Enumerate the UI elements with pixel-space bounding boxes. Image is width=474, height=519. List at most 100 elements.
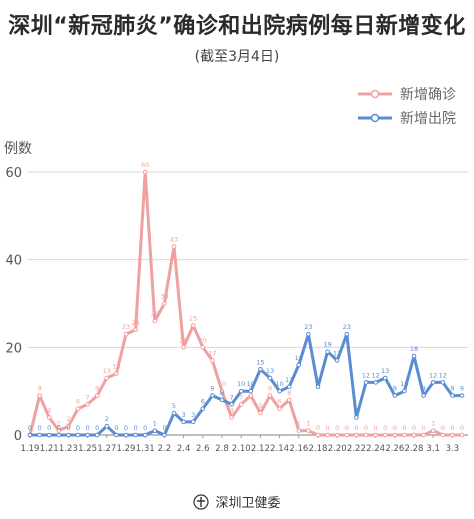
data-label-discharged: 0 <box>66 424 70 432</box>
data-label-confirmed: 9 <box>38 385 42 393</box>
data-point-confirmed <box>162 301 167 306</box>
x-tick-label: 3.3 <box>446 444 460 454</box>
data-label-confirmed: 0 <box>335 424 339 432</box>
data-label-confirmed: 5 <box>258 402 262 410</box>
data-label-confirmed: 0 <box>402 424 406 432</box>
y-tick-label: 40 <box>5 254 22 269</box>
data-point-confirmed <box>46 415 52 420</box>
x-tick-label: 2.2 <box>158 444 172 454</box>
data-point-confirmed <box>142 169 148 175</box>
data-label-discharged: 0 <box>134 424 138 432</box>
data-point-discharged <box>190 419 196 425</box>
data-label-discharged: 12 <box>362 371 370 379</box>
data-point-confirmed <box>229 415 234 420</box>
data-label-discharged: 3 <box>191 411 195 419</box>
x-tick-label: 2.4 <box>177 444 191 454</box>
data-point-discharged <box>344 331 350 337</box>
x-tick-label: 2.26 <box>385 444 404 454</box>
data-label-discharged: 0 <box>86 424 90 432</box>
data-label-confirmed: 1 <box>57 420 61 428</box>
data-point-discharged <box>459 393 465 398</box>
data-label-discharged: 13 <box>266 367 274 375</box>
x-tick-label: 1.27 <box>97 444 116 454</box>
data-point-confirmed <box>344 432 350 438</box>
data-point-discharged <box>162 432 167 438</box>
data-point-discharged <box>267 375 273 381</box>
data-label-confirmed: 9 <box>268 385 272 393</box>
data-label-confirmed: 25 <box>189 314 197 322</box>
data-point-discharged <box>171 410 177 416</box>
data-label-discharged: 19 <box>323 341 331 349</box>
data-label-confirmed: 0 <box>412 424 416 432</box>
data-label-discharged: 0 <box>28 424 32 432</box>
data-point-discharged <box>325 349 330 355</box>
data-label-discharged: 12 <box>429 371 437 379</box>
data-label-discharged: 16 <box>295 354 303 362</box>
x-tick-label: 2.8 <box>215 444 229 454</box>
data-point-discharged <box>363 380 369 385</box>
data-point-discharged <box>200 406 206 412</box>
data-label-confirmed: 7 <box>239 393 243 401</box>
data-label-discharged: 13 <box>381 367 389 375</box>
data-label-confirmed: 0 <box>28 424 32 432</box>
data-point-discharged <box>296 362 302 368</box>
data-point-discharged <box>334 358 340 363</box>
data-label-confirmed: 23 <box>122 323 130 331</box>
chart-title: 深圳“新冠肺炎”确诊和出院病例每日新增变化 <box>8 14 466 39</box>
x-tick-label: 1.21 <box>40 444 59 454</box>
data-label-confirmed: 13 <box>103 367 111 375</box>
data-label-discharged: 0 <box>162 424 166 432</box>
data-label-discharged: 8 <box>220 389 224 397</box>
data-label-discharged: 10 <box>275 380 283 388</box>
data-label-confirmed: 20 <box>199 336 207 344</box>
data-label-confirmed: 17 <box>208 349 216 357</box>
data-point-confirmed <box>440 432 446 438</box>
data-label-confirmed: 24 <box>131 319 139 327</box>
data-label-confirmed: 20 <box>179 336 187 344</box>
data-point-confirmed <box>85 402 90 407</box>
data-point-confirmed <box>171 244 177 249</box>
legend-label-discharged: 新增出院 <box>400 111 456 127</box>
data-label-discharged: 5 <box>172 402 176 410</box>
data-label-discharged: 11 <box>285 376 293 384</box>
data-point-confirmed <box>267 393 273 398</box>
legend-item-discharged: 新增出院 <box>358 106 456 130</box>
y-axis-label: 例数 <box>4 141 32 157</box>
data-label-confirmed: 0 <box>460 424 464 432</box>
data-point-confirmed <box>421 432 426 438</box>
legend-item-confirmed: 新增确诊 <box>358 82 456 106</box>
data-point-confirmed <box>37 393 42 398</box>
data-point-confirmed <box>104 375 110 381</box>
x-tick-label: 1.29 <box>117 444 136 454</box>
data-label-confirmed: 0 <box>450 424 454 432</box>
data-point-discharged <box>219 397 225 403</box>
footer: 深圳卫健委 <box>0 492 474 511</box>
x-tick-label: 2.10 <box>232 444 251 454</box>
data-point-discharged <box>421 393 426 398</box>
x-tick-label: 1.19 <box>21 444 40 454</box>
legend: 新增确诊 新增出院 <box>358 82 456 130</box>
data-label-discharged: 0 <box>95 424 99 432</box>
data-point-confirmed <box>459 432 465 438</box>
data-point-confirmed <box>181 345 186 350</box>
data-point-confirmed <box>94 393 100 398</box>
data-point-confirmed <box>219 388 225 394</box>
series-line-confirmed <box>28 170 462 437</box>
data-label-confirmed: 6 <box>278 398 282 406</box>
data-point-discharged <box>114 432 119 438</box>
data-label-discharged: 0 <box>114 424 118 432</box>
data-point-confirmed <box>334 432 340 438</box>
data-label-confirmed: 0 <box>441 424 445 432</box>
data-label-discharged: 9 <box>210 385 214 393</box>
data-point-discharged <box>430 380 436 385</box>
data-point-discharged <box>306 331 311 337</box>
data-point-discharged <box>152 428 158 433</box>
data-label-discharged: 0 <box>47 424 51 432</box>
data-point-confirmed <box>152 318 158 324</box>
data-label-discharged: 23 <box>304 323 312 331</box>
data-point-confirmed <box>56 428 62 433</box>
x-tick-label: 2.6 <box>196 444 210 454</box>
data-label-confirmed: 8 <box>287 389 291 397</box>
data-point-discharged <box>238 388 244 394</box>
data-point-confirmed <box>66 423 71 429</box>
